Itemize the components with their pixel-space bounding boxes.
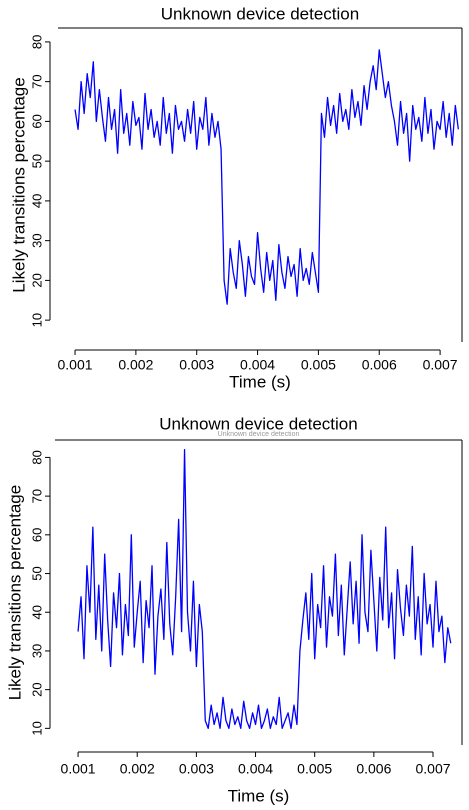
- chart-title: Unknown device detection: [161, 4, 359, 23]
- x-tick-label: 0.004: [240, 357, 275, 373]
- x-axis-label: Time (s): [229, 372, 291, 391]
- x-tick-label: 0.003: [179, 761, 214, 777]
- y-tick-label: 50: [29, 154, 44, 168]
- x-tick-label: 0.006: [356, 761, 391, 777]
- chart-title: Unknown device detection: [159, 414, 357, 433]
- x-tick-label: 0.006: [362, 357, 397, 373]
- x-tick-label: 0.005: [297, 761, 332, 777]
- y-tick-label: 70: [29, 489, 44, 503]
- y-tick-label: 10: [29, 721, 44, 735]
- x-tick-label: 0.004: [238, 761, 273, 777]
- y-tick-label: 20: [29, 273, 44, 287]
- y-axis-label: Likely transitions percentage: [5, 485, 24, 700]
- data-line: [77, 449, 452, 730]
- y-tick-label: 20: [29, 682, 44, 696]
- x-tick-label: 0.005: [301, 357, 336, 373]
- y-tick-label: 10: [29, 313, 44, 327]
- x-tick-label: 0.007: [423, 357, 458, 373]
- x-tick-label: 0.003: [179, 357, 214, 373]
- y-tick-label: 80: [29, 450, 44, 464]
- chart-subtitle: Unknown device detection: [218, 431, 300, 438]
- y-tick-label: 60: [29, 528, 44, 542]
- y-axis-label: Likely transitions percentage: [9, 77, 28, 292]
- x-tick-label: 0.001: [61, 761, 96, 777]
- data-line: [74, 49, 459, 305]
- y-tick-label: 40: [29, 605, 44, 619]
- y-tick-label: 40: [29, 194, 44, 208]
- y-tick-label: 30: [29, 233, 44, 247]
- y-tick-label: 50: [29, 566, 44, 580]
- y-tick-label: 30: [29, 644, 44, 658]
- y-tick-label: 60: [29, 114, 44, 128]
- x-tick-label: 0.007: [415, 761, 450, 777]
- x-tick-label: 0.002: [120, 761, 155, 777]
- y-tick-label: 80: [29, 35, 44, 49]
- y-tick-label: 70: [29, 74, 44, 88]
- x-axis-label: Time (s): [228, 786, 290, 805]
- x-tick-label: 0.002: [118, 357, 153, 373]
- x-tick-label: 0.001: [58, 357, 93, 373]
